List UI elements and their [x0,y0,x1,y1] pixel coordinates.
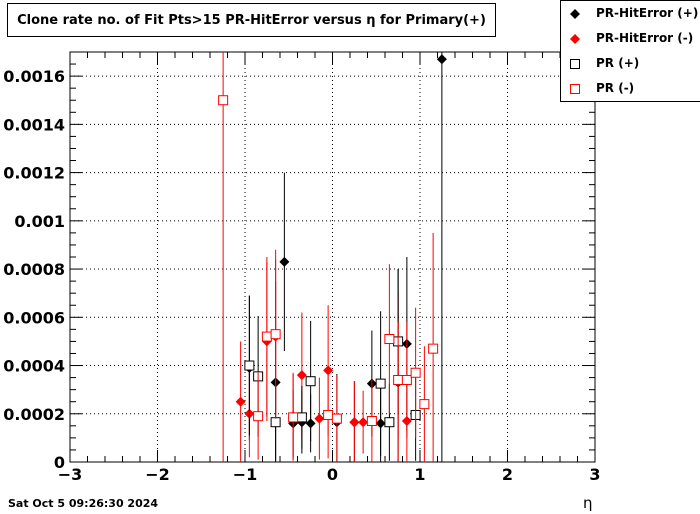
data-point [305,376,316,387]
x-tick-label: −1 [233,465,258,484]
y-tick-label: 0.0016 [3,67,65,86]
data-point [296,412,307,423]
data-point [270,329,281,340]
legend-entry-pr-hiterror-plus: PR-HitError (+) [561,2,700,26]
data-point [314,413,325,424]
y-tick-label: 0.0008 [3,260,65,279]
legend-symbol-black-diamond [570,9,580,19]
series-0 [244,52,447,462]
x-axis-label: η [583,494,593,512]
legend: PR-HitError (+) PR-HitError (-) PR (+) P… [560,0,700,102]
x-tick-label: 2 [502,465,513,484]
data-marks [218,52,447,462]
data-point [235,396,246,407]
data-point [384,334,395,344]
y-tick-label: 0.0004 [3,357,65,376]
data-point [366,416,377,426]
series-1 [235,259,412,462]
timestamp: Sat Oct 5 09:26:30 2024 [8,497,159,510]
legend-entry-pr-plus: PR (+) [561,52,700,76]
legend-label: PR-HitError (+) [596,6,699,20]
legend-label: PR (+) [596,56,640,70]
y-tick-label: 0.001 [14,212,65,231]
x-tick-label: −2 [145,465,170,484]
data-point [253,411,264,422]
data-point [410,367,421,378]
data-point [349,417,360,428]
data-point [393,375,404,385]
chart-title: Clone rate no. of Fit Pts>15 PR-HitError… [7,3,496,37]
grid-lines [70,52,595,462]
data-point [323,365,334,376]
legend-symbol-red-diamond [570,34,580,44]
y-tick-label: 0.0006 [3,308,65,327]
data-point [244,360,255,371]
x-tick-label: −3 [58,465,83,484]
legend-entry-pr-minus: PR (-) [561,77,700,101]
data-point [288,412,299,423]
data-point [279,256,290,267]
legend-label: PR-HitError (-) [596,31,694,45]
data-point [375,378,386,389]
data-point [218,95,229,106]
data-point [401,375,412,385]
data-point [428,343,439,354]
series-3 [218,52,439,462]
legend-symbol-red-square [570,84,580,94]
y-tick-label: 0 [54,453,65,472]
y-tick-label: 0.0012 [3,164,65,183]
data-point [261,331,272,342]
x-tick-label: 1 [414,465,425,484]
y-tick-label: 0.0002 [3,405,65,424]
data-point [270,417,281,428]
axes: −3 −2 −1 0 1 2 3 0 0.0002 0.0004 0.0006 0.0008 0.001… [3,51,601,484]
data-point [296,370,307,381]
legend-entry-pr-hiterror-minus: PR-HitError (-) [561,27,700,51]
legend-label: PR (-) [596,81,635,95]
x-tick-label: 0 [327,465,338,484]
data-point [419,399,430,410]
data-point [384,417,395,428]
data-point [331,413,342,424]
x-tick-label: 3 [589,465,600,484]
data-point [323,409,334,420]
legend-symbol-black-square [570,59,580,69]
data-point [436,54,447,65]
data-point [358,417,369,428]
y-tick-label: 0.0014 [3,115,65,134]
